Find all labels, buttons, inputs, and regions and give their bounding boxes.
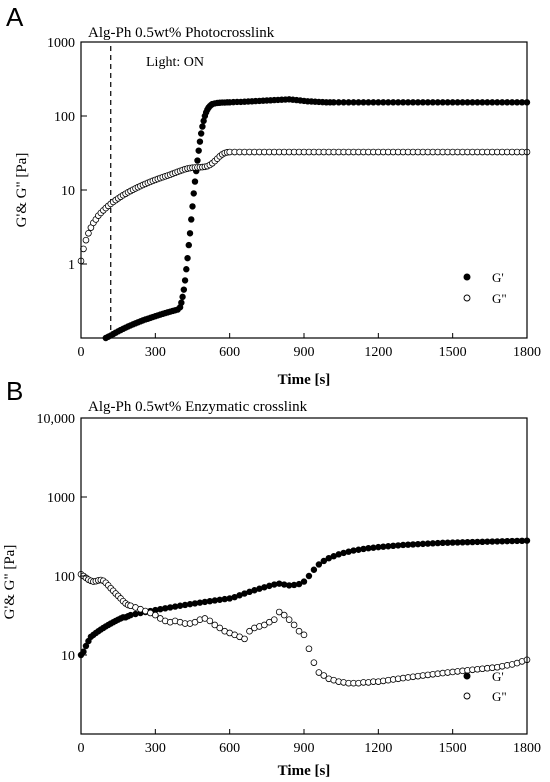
g-prime-point <box>181 277 189 284</box>
axis-ticks-b: 0 300 600 900 1200 1500 1800 10 100 1000 10,000 <box>37 412 542 756</box>
x-tick-label: 900 <box>294 345 315 360</box>
y-tick-label: 10 <box>61 649 75 664</box>
plot-frame-a <box>80 41 528 339</box>
series-g-prime-a <box>102 96 531 342</box>
panel-a: A Alg-Ph 0.5wt% Photocrosslink Light: ON… <box>6 2 541 388</box>
panel-b: B Alg-Ph 0.5wt% Enzymatic crosslink 0 300… <box>2 376 541 779</box>
x-tick-label: 300 <box>145 345 166 360</box>
y-tick-label: 1000 <box>47 491 75 506</box>
g-prime-point <box>315 561 323 568</box>
x-tick-label: 0 <box>78 741 85 756</box>
g-prime-point <box>186 230 194 237</box>
g-double-prime-point <box>211 621 219 629</box>
g-double-prime-point <box>295 627 303 635</box>
g-double-prime-point <box>85 229 92 237</box>
g-prime-point <box>194 157 201 164</box>
g-double-prime-point <box>241 635 248 643</box>
x-tick-label: 300 <box>145 741 166 756</box>
y-tick-label: 1 <box>68 258 75 273</box>
g-double-prime-point <box>280 611 288 619</box>
series-g-double-prime-a <box>77 148 531 265</box>
light-on-annotation: Light: ON <box>146 55 204 70</box>
plot-frame-b <box>80 417 528 735</box>
axis-ticks-a: 0 300 600 900 1200 1500 1800 1 10 100 1000 <box>47 36 541 360</box>
legend-label-g-prime-b: G' <box>492 669 504 684</box>
series-g-prime-b <box>77 537 531 659</box>
y-tick-label: 10 <box>61 184 75 199</box>
legend-label-g-double-prime-a: G" <box>492 291 507 306</box>
g-double-prime-point <box>270 616 278 623</box>
g-double-prime-point <box>216 624 224 632</box>
g-double-prime-point <box>310 659 318 666</box>
plot-area-a <box>77 96 531 342</box>
y-axis-label-a: G'& G" [Pa] <box>14 153 30 228</box>
plot-area-b <box>77 537 531 687</box>
g-prime-point <box>184 254 191 262</box>
g-prime-point <box>196 138 204 145</box>
g-double-prime-point <box>206 617 214 625</box>
g-prime-point <box>188 216 195 223</box>
panel-letter-a: A <box>6 2 24 32</box>
g-double-prime-point <box>320 672 328 679</box>
x-tick-label: 1500 <box>439 345 467 360</box>
y-tick-label: 10,000 <box>37 412 76 427</box>
g-prime-point <box>190 190 197 197</box>
x-tick-label: 600 <box>219 741 240 756</box>
g-prime-point <box>295 580 303 588</box>
legend-marker-g-double-prime-b <box>463 692 471 700</box>
g-prime-point <box>180 286 188 293</box>
chart-title-b: Alg-Ph 0.5wt% Enzymatic crosslink <box>88 399 308 415</box>
g-prime-point <box>178 299 185 306</box>
x-tick-label: 1200 <box>364 741 392 756</box>
x-tick-label: 1500 <box>439 741 467 756</box>
g-prime-point <box>305 572 313 580</box>
x-tick-label: 1200 <box>364 345 392 360</box>
x-axis-label-b: Time [s] <box>278 763 331 779</box>
g-prime-point <box>195 147 202 154</box>
y-tick-label: 1000 <box>47 36 75 51</box>
panel-letter-b: B <box>6 376 23 406</box>
g-prime-point <box>310 566 318 573</box>
y-tick-label: 100 <box>54 570 75 585</box>
g-double-prime-point <box>261 621 268 629</box>
x-tick-label: 1800 <box>513 741 541 756</box>
legend-marker-g-double-prime-a <box>463 294 471 302</box>
y-tick-label: 100 <box>54 110 75 125</box>
g-prime-point <box>197 130 205 137</box>
g-double-prime-point <box>152 611 159 619</box>
g-double-prime-point <box>300 631 308 639</box>
g-prime-point <box>185 241 192 249</box>
g-double-prime-point <box>275 608 283 616</box>
g-prime-point <box>189 203 196 210</box>
legend-marker-g-prime-a <box>463 273 471 281</box>
chart-title-a: Alg-Ph 0.5wt% Photocrosslink <box>88 25 275 41</box>
g-double-prime-point <box>305 645 313 653</box>
g-prime-point <box>320 557 328 565</box>
y-axis-label-b: G'& G" [Pa] <box>2 545 18 620</box>
g-double-prime-point <box>82 236 90 244</box>
g-double-prime-point <box>315 669 323 676</box>
legend-label-g-prime-a: G' <box>492 270 504 285</box>
x-tick-label: 1800 <box>513 345 541 360</box>
g-double-prime-point <box>290 621 298 629</box>
g-prime-point <box>183 266 190 273</box>
g-prime-point <box>300 578 308 585</box>
g-double-prime-point <box>246 627 253 635</box>
g-double-prime-point <box>285 616 293 623</box>
legend-label-g-double-prime-b: G" <box>492 689 507 704</box>
legend-marker-g-prime-b <box>463 672 471 680</box>
g-prime-point <box>191 178 199 185</box>
x-axis-label-a: Time [s] <box>278 372 331 388</box>
legend-a: G' G" <box>463 270 507 306</box>
legend-b: G' G" <box>463 669 507 704</box>
g-prime-point <box>199 123 206 130</box>
x-tick-label: 900 <box>294 741 315 756</box>
x-tick-label: 600 <box>219 345 240 360</box>
series-g-double-prime-b <box>77 571 531 687</box>
x-tick-label: 0 <box>78 345 85 360</box>
g-prime-point <box>179 293 186 301</box>
